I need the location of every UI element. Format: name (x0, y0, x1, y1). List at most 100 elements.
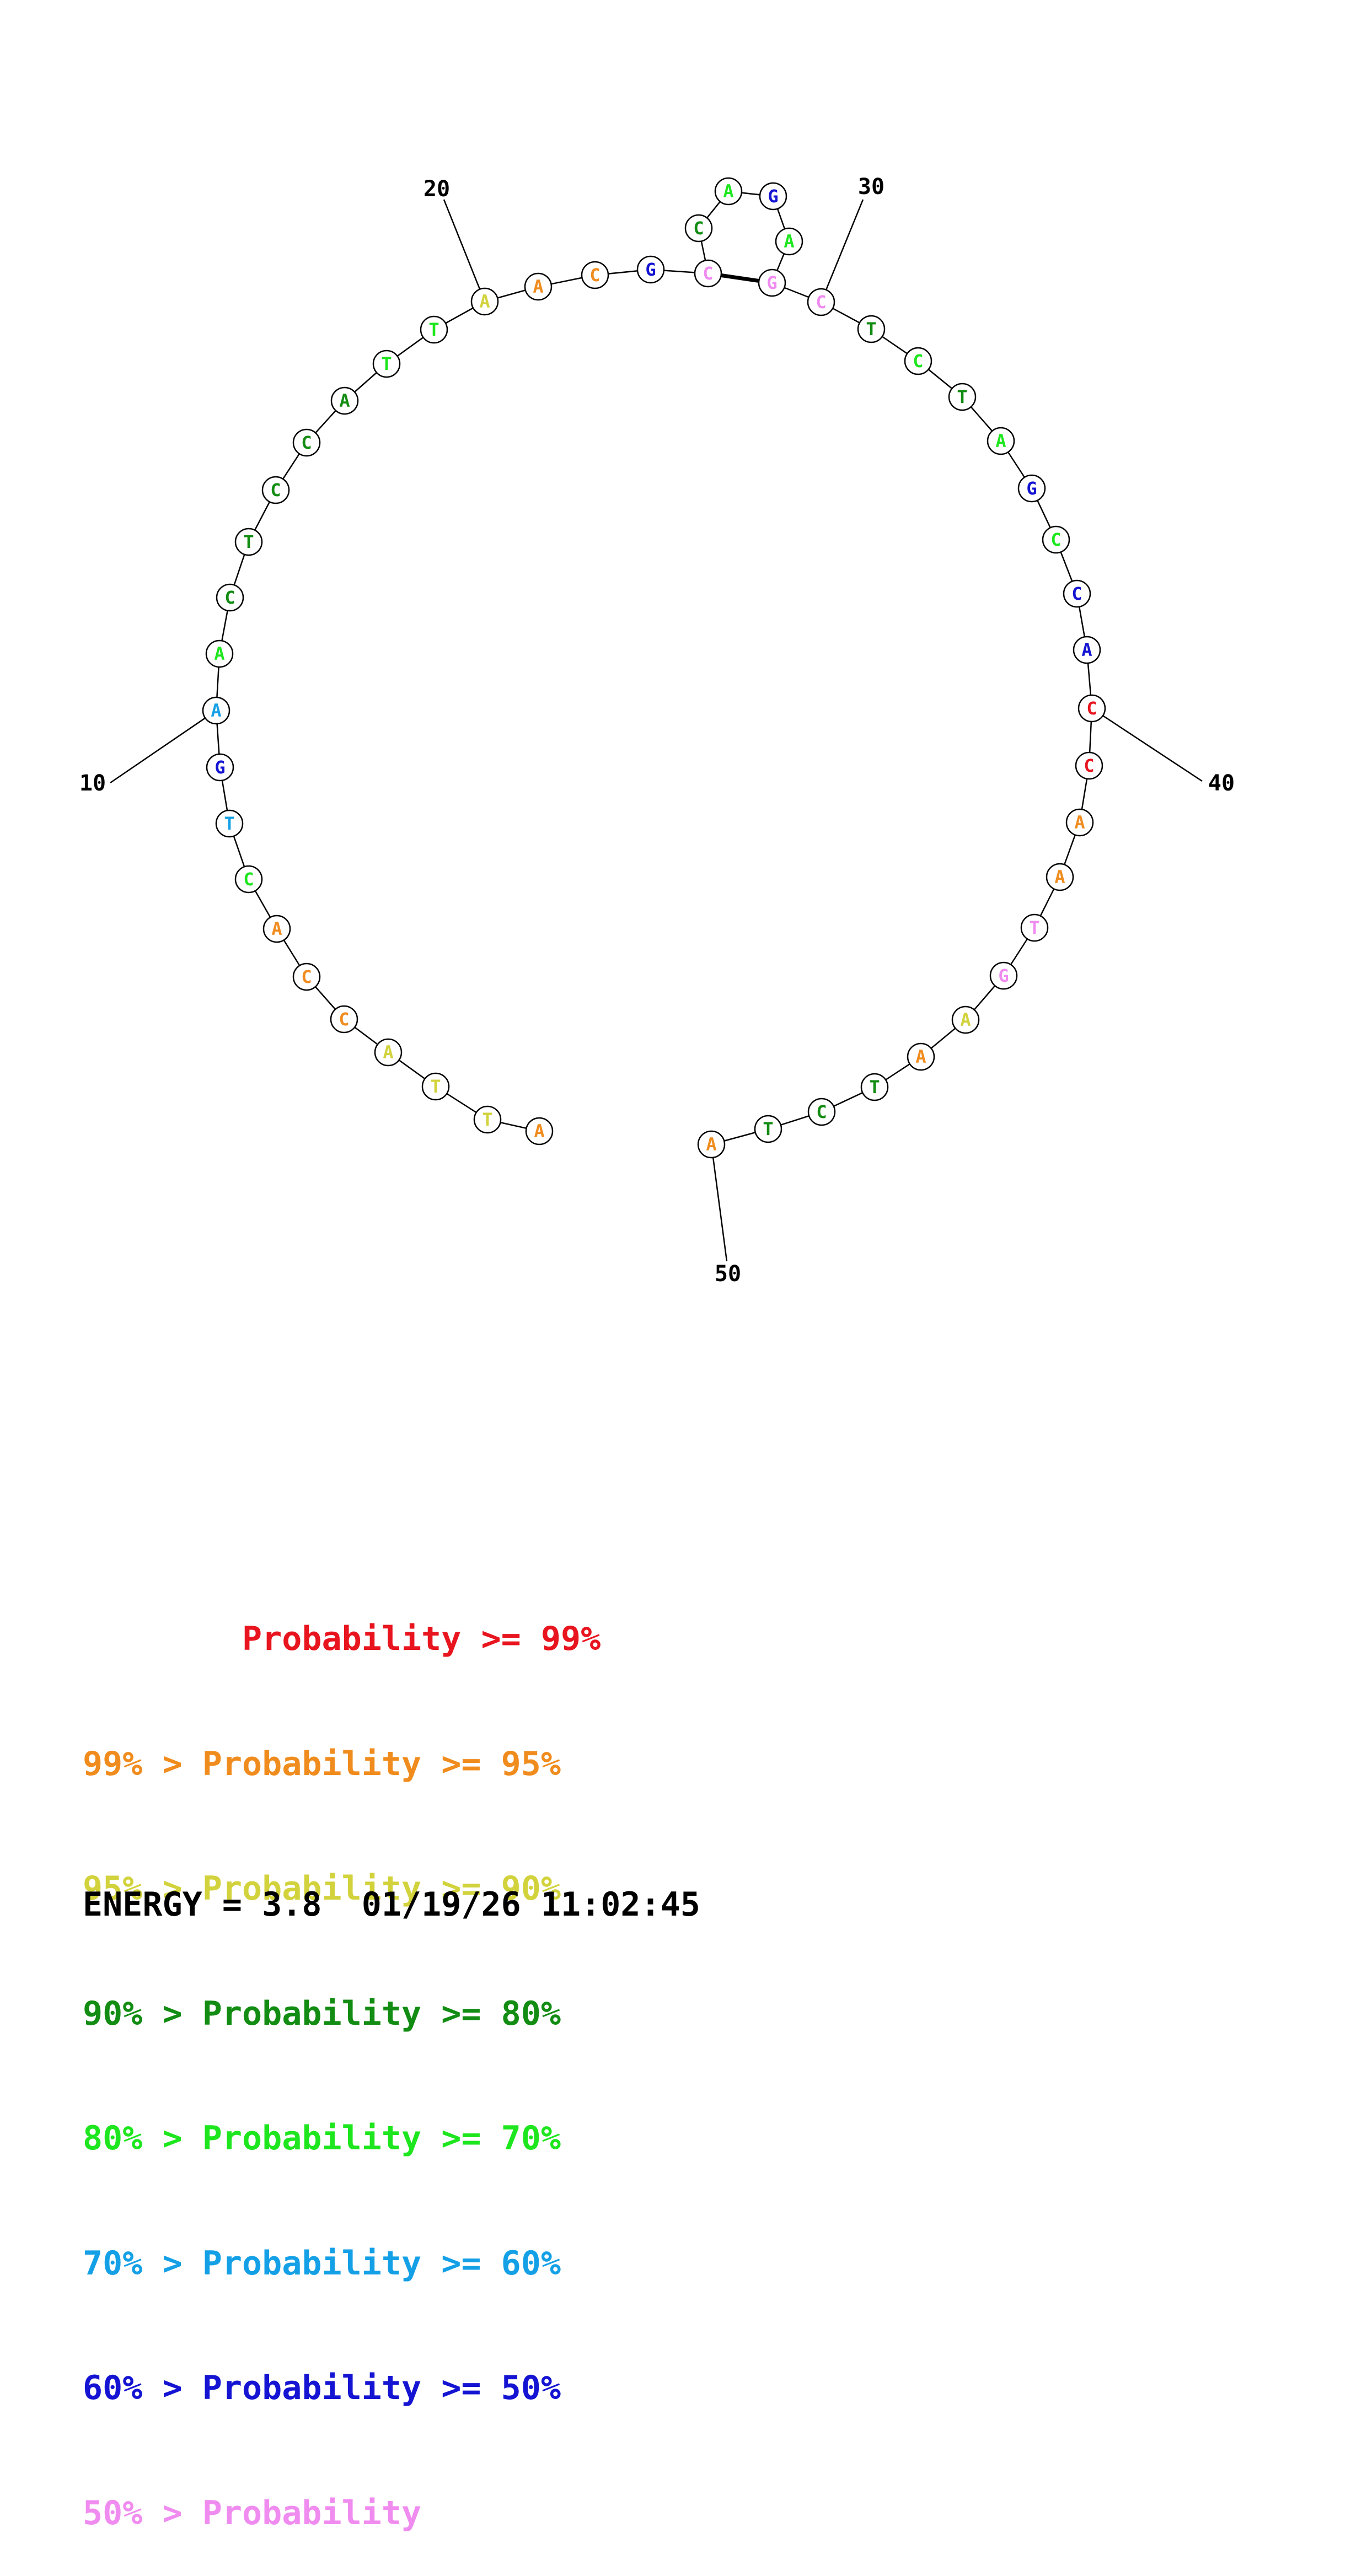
legend-row-prefix: 95% > (83, 1869, 202, 1908)
nucleotide-letter: A (339, 390, 350, 411)
nucleotide-circle (907, 1042, 935, 1071)
legend-row-prefix: 99% > (83, 1744, 202, 1783)
legend-row: 80% > Probability >= 70% (83, 2118, 601, 2160)
nucleotide-letter: A (533, 276, 543, 297)
nucleotide-letter: T (866, 319, 876, 340)
position-label: 40 (1208, 771, 1235, 796)
nucleotide-circle (292, 962, 321, 991)
nucleotide: G (206, 753, 234, 782)
nucleotide-circle (470, 287, 499, 316)
nucleotide-letter: T (224, 813, 234, 834)
nucleotide-circle (420, 315, 448, 344)
nucleotide-letter: T (763, 1118, 773, 1139)
nucleotide: C (1063, 579, 1091, 608)
nucleotide-circle (525, 1117, 554, 1146)
nucleotide-letter: T (869, 1077, 880, 1098)
nucleotide-letter: A (784, 231, 794, 252)
nucleotide: T (948, 383, 977, 411)
nucleotide: C (330, 1005, 358, 1034)
nucleotide-letter: C (1086, 698, 1097, 719)
nucleotide-circle (636, 255, 665, 284)
nucleotide-letter: A (479, 291, 490, 312)
nucleotide: C (684, 214, 713, 243)
nucleotide: T (754, 1115, 782, 1143)
legend-row-prefix: 90% > (83, 1994, 202, 2033)
nucleotide-circle (261, 476, 290, 504)
nucleotide-letter: C (816, 1101, 827, 1122)
nucleotide-circle (987, 427, 1015, 455)
nucleotide: A (775, 227, 803, 256)
position-tick-line (110, 709, 217, 784)
nucleotide-letter: A (1074, 812, 1085, 833)
nucleotide-letter: T (381, 353, 392, 374)
nucleotide: A (951, 1005, 980, 1034)
position-label: 10 (79, 771, 106, 796)
nucleotide: A (987, 427, 1015, 455)
nucleotide: T (215, 809, 244, 838)
nucleotide-circle (330, 386, 359, 415)
nucleotide: T (421, 1072, 450, 1101)
nucleotide-circle (1077, 694, 1106, 723)
nucleotide: A (374, 1038, 403, 1067)
nucleotide: C (807, 1098, 836, 1126)
position-label: 30 (858, 174, 884, 200)
nucleotide-letter: C (589, 265, 600, 286)
nucleotide-circle (754, 1115, 782, 1143)
nucleotide-letter: T (1029, 917, 1039, 938)
legend-row: 60% > Probability >= 50% (83, 2368, 601, 2410)
nucleotide-circle (372, 349, 401, 378)
nucleotide-circle (1046, 863, 1074, 891)
nucleotide: G (636, 255, 665, 284)
position-tick-line (1091, 707, 1203, 782)
nucleotide-letter: A (1054, 867, 1065, 888)
nucleotide-circle (694, 259, 722, 288)
nucleotide-letter: C (301, 966, 312, 987)
nucleotide-circle (421, 1072, 450, 1101)
nucleotide-circle (775, 227, 803, 256)
nucleotide-circle (697, 1130, 726, 1159)
nucleotide-letter: A (723, 181, 733, 202)
nucleotide: T (420, 315, 448, 344)
nucleotide-circle (948, 383, 977, 411)
nucleotide-circle (759, 182, 787, 211)
nucleotide-letter: A (995, 431, 1006, 451)
nucleotide-circle (807, 288, 835, 316)
nucleotide-letter: T (243, 531, 254, 552)
legend-row-label: Probability (202, 2493, 422, 2532)
nucleotide: C (1042, 525, 1070, 554)
legend-row: 50% > Probability (83, 2493, 601, 2535)
position-tick-line (820, 199, 864, 303)
nucleotide: C (1075, 751, 1103, 780)
nucleotide-letter: A (915, 1046, 926, 1067)
legend-row-prefix (83, 1620, 242, 1658)
nucleotide-circle (758, 268, 786, 297)
nucleotide-circle (581, 261, 609, 289)
nucleotide-letter: A (271, 918, 282, 939)
nucleotide: C (694, 259, 722, 288)
position-tick-line (710, 1144, 728, 1262)
nucleotide-circle (292, 428, 321, 457)
position-ticks: 10 20 30 40 50 (79, 174, 1235, 1287)
nucleotide: A (205, 639, 234, 668)
nucleotide-letter: G (215, 757, 225, 778)
nucleotide: A (697, 1130, 726, 1159)
backbone-lines (215, 190, 1093, 1146)
nucleotide: G (989, 961, 1018, 990)
nucleotide: C (292, 428, 321, 457)
nucleotide: A (1073, 636, 1101, 664)
nucleotide-circle (1075, 751, 1103, 780)
nucleotide-letter: G (645, 259, 656, 280)
nucleotide-circle (262, 915, 291, 943)
nucleotide-letter: C (1084, 755, 1094, 776)
nucleotide-letter: T (430, 1076, 441, 1097)
legend-row-label: Probability >= 60% (202, 2244, 561, 2283)
legend-row: 99% > Probability >= 95% (83, 1744, 601, 1786)
legend-row-label: Probability >= 90% (202, 1869, 561, 1908)
nucleotide: A (907, 1042, 935, 1071)
nucleotide: T (372, 349, 401, 378)
nucleotide-letter: A (214, 643, 224, 664)
nucleotide: A (202, 696, 230, 725)
legend-row-prefix: 80% > (83, 2119, 202, 2158)
legend-row-prefix: 50% > (83, 2493, 202, 2532)
nucleotide: C (234, 865, 263, 894)
